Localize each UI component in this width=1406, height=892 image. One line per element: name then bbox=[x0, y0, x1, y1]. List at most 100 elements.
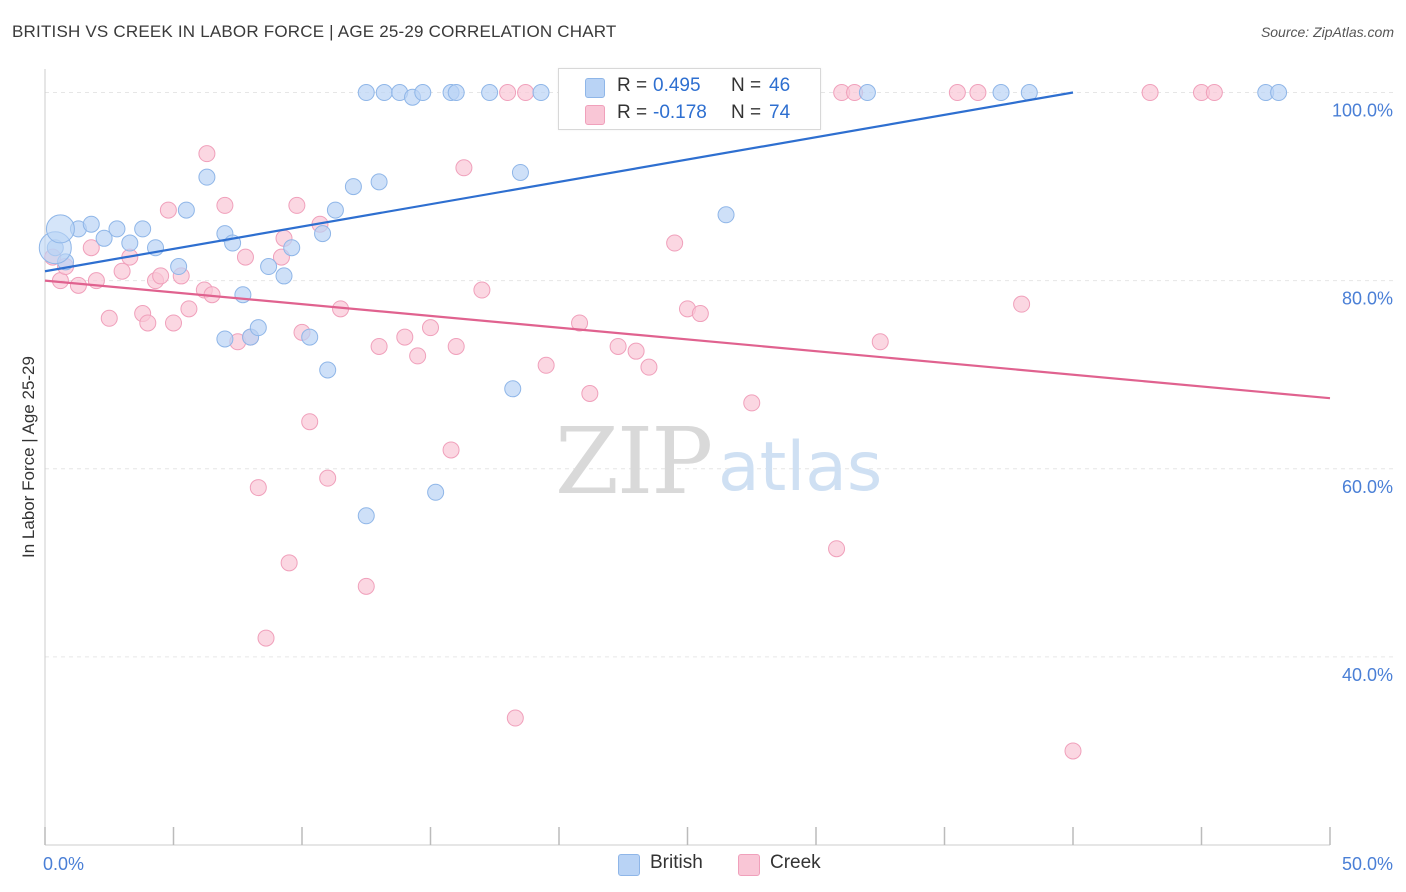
british-trendline bbox=[44, 91, 1074, 273]
creek-point bbox=[319, 469, 337, 487]
creek-point bbox=[82, 239, 100, 257]
creek-point bbox=[1141, 84, 1159, 102]
creek-point bbox=[396, 328, 414, 346]
british-point bbox=[357, 507, 375, 525]
british-point bbox=[198, 168, 216, 186]
british-n-label: N = bbox=[731, 75, 762, 96]
british-point bbox=[717, 206, 735, 224]
creek-point bbox=[969, 84, 987, 102]
british-point bbox=[481, 84, 499, 102]
creek-point bbox=[100, 309, 118, 327]
creek-point bbox=[159, 201, 177, 219]
x-tick-label: 0.0% bbox=[43, 854, 84, 874]
british-point bbox=[82, 215, 100, 233]
creek-r-label: R = bbox=[617, 102, 648, 123]
creek-point bbox=[69, 276, 87, 294]
creek-point bbox=[506, 709, 524, 727]
chart-title: BRITISH VS CREEK IN LABOR FORCE | AGE 25… bbox=[12, 22, 617, 41]
british-point bbox=[301, 328, 319, 346]
creek-point bbox=[640, 358, 658, 376]
creek-point bbox=[236, 248, 254, 266]
british-points bbox=[38, 84, 1288, 525]
british-point bbox=[504, 380, 522, 398]
creek-point bbox=[409, 347, 427, 365]
creek-point bbox=[113, 262, 131, 280]
trend-lines bbox=[44, 91, 1331, 400]
creek-n-value: 74 bbox=[769, 102, 791, 123]
bottom-creek-swatch bbox=[738, 854, 760, 876]
british-point bbox=[511, 163, 529, 181]
british-point bbox=[260, 258, 278, 276]
british-point bbox=[134, 220, 152, 238]
creek-point bbox=[1064, 742, 1082, 760]
creek-point bbox=[422, 319, 439, 337]
creek-point bbox=[581, 385, 599, 403]
creek-point bbox=[257, 629, 275, 647]
british-point bbox=[170, 258, 188, 276]
british-point bbox=[357, 84, 375, 102]
y-tick-label: 100.0% bbox=[1332, 101, 1393, 121]
creek-point bbox=[1205, 84, 1223, 102]
creek-point bbox=[499, 84, 517, 102]
creek-point bbox=[743, 394, 761, 412]
creek-point bbox=[165, 314, 182, 332]
watermark-atlas: atlas bbox=[718, 428, 882, 507]
creek-point bbox=[948, 84, 966, 102]
creek-point bbox=[627, 342, 645, 360]
british-point bbox=[1270, 84, 1288, 102]
british-point bbox=[319, 361, 337, 379]
creek-point bbox=[455, 159, 473, 177]
creek-r-value: -0.178 bbox=[653, 102, 707, 123]
british-point bbox=[427, 483, 445, 501]
british-point bbox=[326, 201, 344, 219]
bottom-british-swatch bbox=[618, 854, 640, 876]
creek-n-label: N = bbox=[731, 102, 762, 123]
british-point bbox=[121, 234, 139, 252]
british-point bbox=[45, 214, 75, 244]
british-r-value: 0.495 bbox=[653, 75, 701, 96]
british-point bbox=[177, 201, 195, 219]
creek-point bbox=[139, 314, 157, 332]
grid-lines bbox=[45, 92, 1393, 658]
bottom-british-label: British bbox=[650, 852, 703, 873]
creek-point bbox=[370, 337, 388, 355]
creek-point bbox=[152, 267, 170, 285]
british-point bbox=[108, 220, 126, 238]
creek-point bbox=[828, 540, 846, 558]
creek-point bbox=[180, 300, 198, 318]
creek-point bbox=[571, 314, 589, 332]
british-point bbox=[283, 239, 301, 257]
creek-point bbox=[301, 413, 319, 431]
british-point bbox=[992, 84, 1010, 102]
axis-labels: 40.0% 60.0% 80.0% 100.0% 0.0% 50.0% In Labor F… bbox=[19, 101, 1393, 874]
x-tick-label: 50.0% bbox=[1342, 854, 1393, 874]
y-axis-title: In Labor Force | Age 25-29 bbox=[19, 356, 38, 558]
creek-trendline bbox=[44, 279, 1331, 400]
creek-point bbox=[537, 356, 555, 374]
correlation-legend: R = 0.495 N = 46 R = -0.178 N = 74 bbox=[558, 68, 821, 130]
creek-point bbox=[609, 337, 627, 355]
creek-point bbox=[1013, 295, 1031, 313]
british-point bbox=[447, 84, 465, 102]
british-point bbox=[344, 178, 362, 196]
creek-point bbox=[871, 333, 889, 351]
british-point bbox=[216, 330, 234, 348]
british-point bbox=[370, 173, 388, 191]
british-point bbox=[414, 84, 432, 102]
british-point bbox=[95, 229, 113, 247]
y-tick-label: 80.0% bbox=[1342, 289, 1393, 309]
y-tick-label: 40.0% bbox=[1342, 665, 1393, 685]
creek-point bbox=[691, 305, 709, 323]
british-swatch bbox=[585, 78, 605, 98]
creek-point bbox=[216, 196, 234, 214]
creek-point bbox=[249, 479, 267, 497]
creek-point bbox=[280, 554, 298, 572]
creek-swatch bbox=[585, 105, 605, 125]
axes bbox=[44, 69, 1331, 846]
chart-source: Source: ZipAtlas.com bbox=[1260, 24, 1394, 40]
british-point bbox=[375, 84, 393, 102]
british-point bbox=[275, 267, 293, 285]
bottom-creek-label: Creek bbox=[770, 852, 821, 873]
creek-point bbox=[447, 337, 465, 355]
